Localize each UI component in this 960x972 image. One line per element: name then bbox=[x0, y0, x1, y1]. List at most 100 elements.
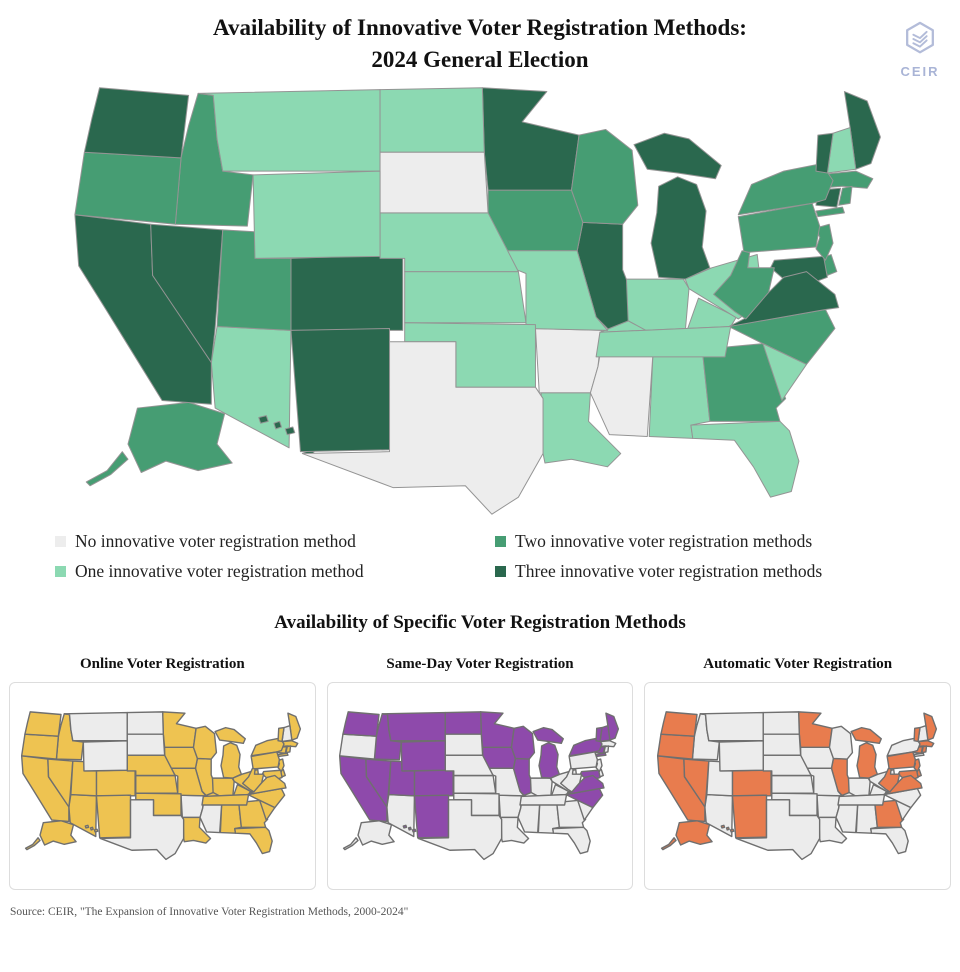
state-co-automatic bbox=[732, 770, 771, 796]
state-vt-automatic bbox=[914, 728, 920, 742]
state-vt-same_day bbox=[596, 728, 602, 742]
state-nm-same_day bbox=[414, 795, 448, 838]
state-wa-online bbox=[25, 712, 61, 736]
automatic-registration-map bbox=[657, 709, 939, 862]
state-wa bbox=[84, 88, 188, 158]
method-map-panels: Online Voter Registration Same-Day Voter… bbox=[0, 640, 960, 890]
state-nv bbox=[150, 224, 222, 362]
panel-automatic: Automatic Voter Registration bbox=[644, 640, 952, 890]
legend-swatch-two bbox=[495, 536, 506, 547]
state-ri-same_day bbox=[604, 746, 609, 753]
ceir-logo-icon bbox=[906, 21, 934, 54]
state-mn-automatic bbox=[798, 712, 831, 747]
state-sc-same_day bbox=[578, 800, 593, 820]
state-vt bbox=[815, 133, 832, 173]
state-wv bbox=[713, 251, 774, 319]
section-title: Availability of Specific Voter Registrat… bbox=[274, 612, 686, 633]
state-co-same_day bbox=[414, 770, 453, 796]
state-fl bbox=[690, 421, 798, 497]
state-fl-same_day bbox=[553, 827, 590, 853]
legend-item-three: Three innovative voter registration meth… bbox=[495, 561, 822, 582]
infographic-page: Availability of Innovative Voter Registr… bbox=[0, 12, 960, 918]
state-fl-automatic bbox=[870, 827, 907, 853]
state-wa-same_day bbox=[343, 712, 379, 736]
panel-box-automatic bbox=[644, 682, 952, 890]
state-nm-automatic bbox=[732, 795, 766, 838]
state-ks-online bbox=[136, 775, 178, 793]
state-tn bbox=[596, 327, 731, 357]
legend-swatch-none bbox=[55, 536, 66, 547]
legend-item-one: One innovative voter registration method bbox=[55, 561, 495, 582]
main-us-choropleth-map bbox=[73, 80, 888, 521]
online-registration-map bbox=[21, 709, 303, 862]
state-wa-automatic bbox=[661, 712, 697, 736]
state-nj bbox=[815, 224, 832, 260]
legend-item-none: No innovative voter registration method bbox=[55, 531, 495, 552]
state-wi-automatic bbox=[829, 726, 852, 759]
title-line2: 2024 General Election bbox=[371, 47, 589, 72]
state-sc-automatic bbox=[895, 800, 910, 820]
state-wv-online bbox=[243, 768, 264, 792]
legend-label-one: One innovative voter registration method bbox=[75, 561, 364, 581]
state-mi bbox=[634, 133, 721, 279]
legend-label-three: Three innovative voter registration meth… bbox=[515, 561, 823, 581]
state-mi-automatic bbox=[851, 728, 881, 778]
state-sd-automatic bbox=[763, 734, 800, 755]
state-ms-same_day bbox=[518, 804, 540, 833]
state-la-same_day bbox=[501, 817, 529, 843]
title-line1: Availability of Innovative Voter Registr… bbox=[213, 15, 747, 40]
state-wy-same_day bbox=[401, 741, 445, 771]
state-tn-same_day bbox=[520, 795, 567, 805]
state-nm bbox=[290, 328, 389, 451]
state-wy bbox=[253, 171, 380, 258]
state-or-same_day bbox=[340, 734, 377, 759]
state-tx-same_day bbox=[418, 800, 501, 860]
state-nv-automatic bbox=[684, 759, 709, 807]
state-mn-same_day bbox=[481, 712, 514, 747]
state-ak-online bbox=[26, 821, 76, 850]
state-co bbox=[290, 255, 402, 331]
state-ms-online bbox=[200, 804, 222, 833]
panel-online: Online Voter Registration bbox=[9, 640, 316, 890]
state-sd-same_day bbox=[445, 734, 482, 755]
state-nd-online bbox=[128, 712, 164, 734]
state-wy-online bbox=[84, 741, 128, 771]
state-sc bbox=[762, 344, 806, 401]
state-mt-online bbox=[65, 713, 128, 741]
state-ks-automatic bbox=[771, 775, 813, 793]
state-mt-same_day bbox=[382, 713, 445, 741]
state-nm-online bbox=[97, 795, 131, 838]
state-vt-online bbox=[278, 728, 284, 742]
state-wy-automatic bbox=[719, 741, 763, 771]
state-ri-online bbox=[286, 746, 291, 753]
panel-title-same-day: Same-Day Voter Registration bbox=[386, 656, 574, 672]
legend-swatch-one bbox=[55, 566, 66, 577]
state-tn-online bbox=[202, 795, 249, 805]
state-ms-automatic bbox=[836, 804, 858, 833]
state-la-online bbox=[183, 817, 211, 843]
state-co-online bbox=[97, 770, 136, 796]
state-sd-online bbox=[128, 734, 165, 755]
state-ar bbox=[535, 328, 601, 392]
state-tx bbox=[302, 342, 543, 514]
panel-same-day: Same-Day Voter Registration bbox=[326, 640, 634, 890]
state-ri bbox=[838, 186, 851, 205]
state-wv-same_day bbox=[561, 768, 582, 792]
panel-title-online: Online Voter Registration bbox=[79, 656, 245, 672]
page-title: Availability of Innovative Voter Registr… bbox=[0, 12, 960, 76]
state-mt bbox=[198, 90, 380, 172]
legend-swatch-three bbox=[495, 566, 506, 577]
panel-title-automatic: Automatic Voter Registration bbox=[703, 656, 893, 672]
state-mn-online bbox=[163, 712, 196, 747]
state-wi bbox=[571, 129, 637, 224]
state-la-automatic bbox=[819, 817, 847, 843]
legend-item-two: Two innovative voter registration method… bbox=[495, 531, 822, 552]
state-tx-online bbox=[101, 800, 184, 860]
state-ms bbox=[590, 353, 653, 436]
same-day-registration-map bbox=[339, 709, 621, 862]
panel-box-same-day bbox=[326, 682, 634, 890]
source-citation: Source: CEIR, "The Expansion of Innovati… bbox=[10, 906, 409, 918]
legend: No innovative voter registration method … bbox=[0, 531, 960, 582]
state-or-online bbox=[22, 734, 59, 759]
state-pa bbox=[738, 203, 820, 252]
